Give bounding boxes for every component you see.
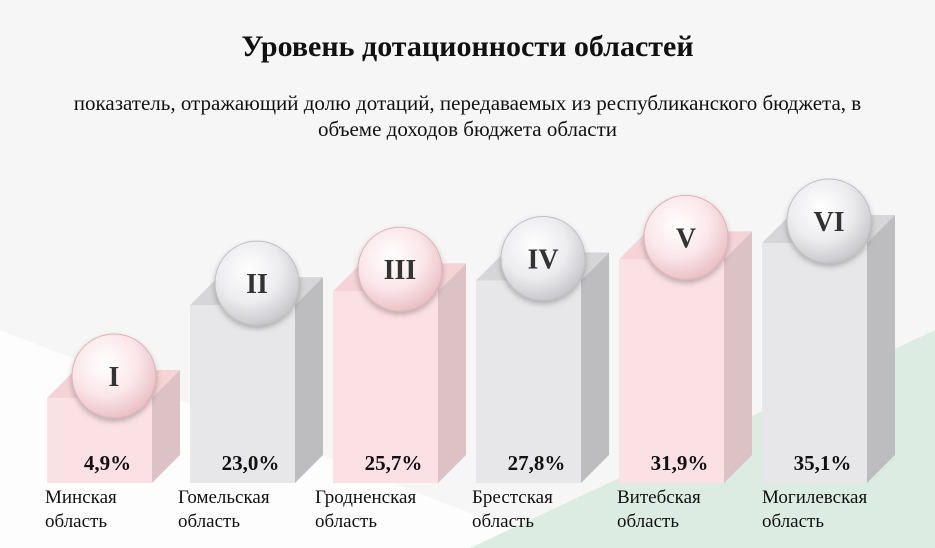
region-name: Гродненская (315, 487, 417, 508)
bar-front (190, 305, 295, 483)
rank-label: III (384, 255, 417, 286)
bar-4 (476, 252, 609, 483)
bar-side (724, 231, 752, 483)
region-label: Гродненская область (315, 486, 416, 534)
rank-label: IV (527, 244, 558, 275)
region-label: Минская область (45, 486, 117, 534)
rank-circle (500, 215, 586, 301)
region-label: Витебская область (617, 486, 701, 534)
region-suffix: область (315, 511, 378, 532)
value-label: 23,0% (222, 451, 280, 475)
region-suffix: область (617, 511, 680, 532)
region-suffix: область (472, 511, 535, 532)
rank-circle (786, 178, 872, 264)
value-label: 35,1% (794, 451, 852, 475)
rank-circle (71, 333, 157, 419)
region-name: Минская (45, 487, 117, 508)
value-label: 4,9% (84, 451, 131, 475)
bar-side (438, 263, 466, 483)
rank-label: VI (813, 207, 844, 238)
region-label: Брестская область (472, 486, 553, 534)
bar-side (295, 277, 323, 483)
value-label: 25,7% (365, 451, 423, 475)
bar-front (333, 291, 438, 483)
region-label: Гомельская область (178, 486, 270, 534)
bar-front (619, 259, 724, 483)
region-name: Брестская (472, 487, 553, 508)
rank-label: V (676, 223, 696, 254)
region-name: Могилевская (762, 487, 868, 508)
page-subtitle: показатель, отражающий долю дотаций, пер… (73, 91, 862, 141)
region-label: Могилевская область (762, 486, 867, 534)
rank-label: I (109, 362, 120, 393)
bar-front (762, 243, 867, 483)
bar-side (152, 370, 180, 483)
region-suffix: область (178, 511, 241, 532)
rank-label: II (246, 269, 268, 300)
page-title: Уровень дотационности областей (241, 30, 694, 63)
rank-circle (214, 240, 300, 326)
region-name: Витебская (617, 487, 701, 508)
value-label: 27,8% (508, 451, 566, 475)
rank-circle (357, 226, 443, 312)
region-suffix: область (762, 511, 825, 532)
bar-front (476, 280, 581, 483)
bar-side (867, 215, 895, 483)
region-name: Гомельская (178, 487, 270, 508)
bar-side (581, 252, 609, 483)
region-suffix: область (45, 511, 108, 532)
value-label: 31,9% (651, 451, 709, 475)
rank-circle (643, 194, 729, 280)
